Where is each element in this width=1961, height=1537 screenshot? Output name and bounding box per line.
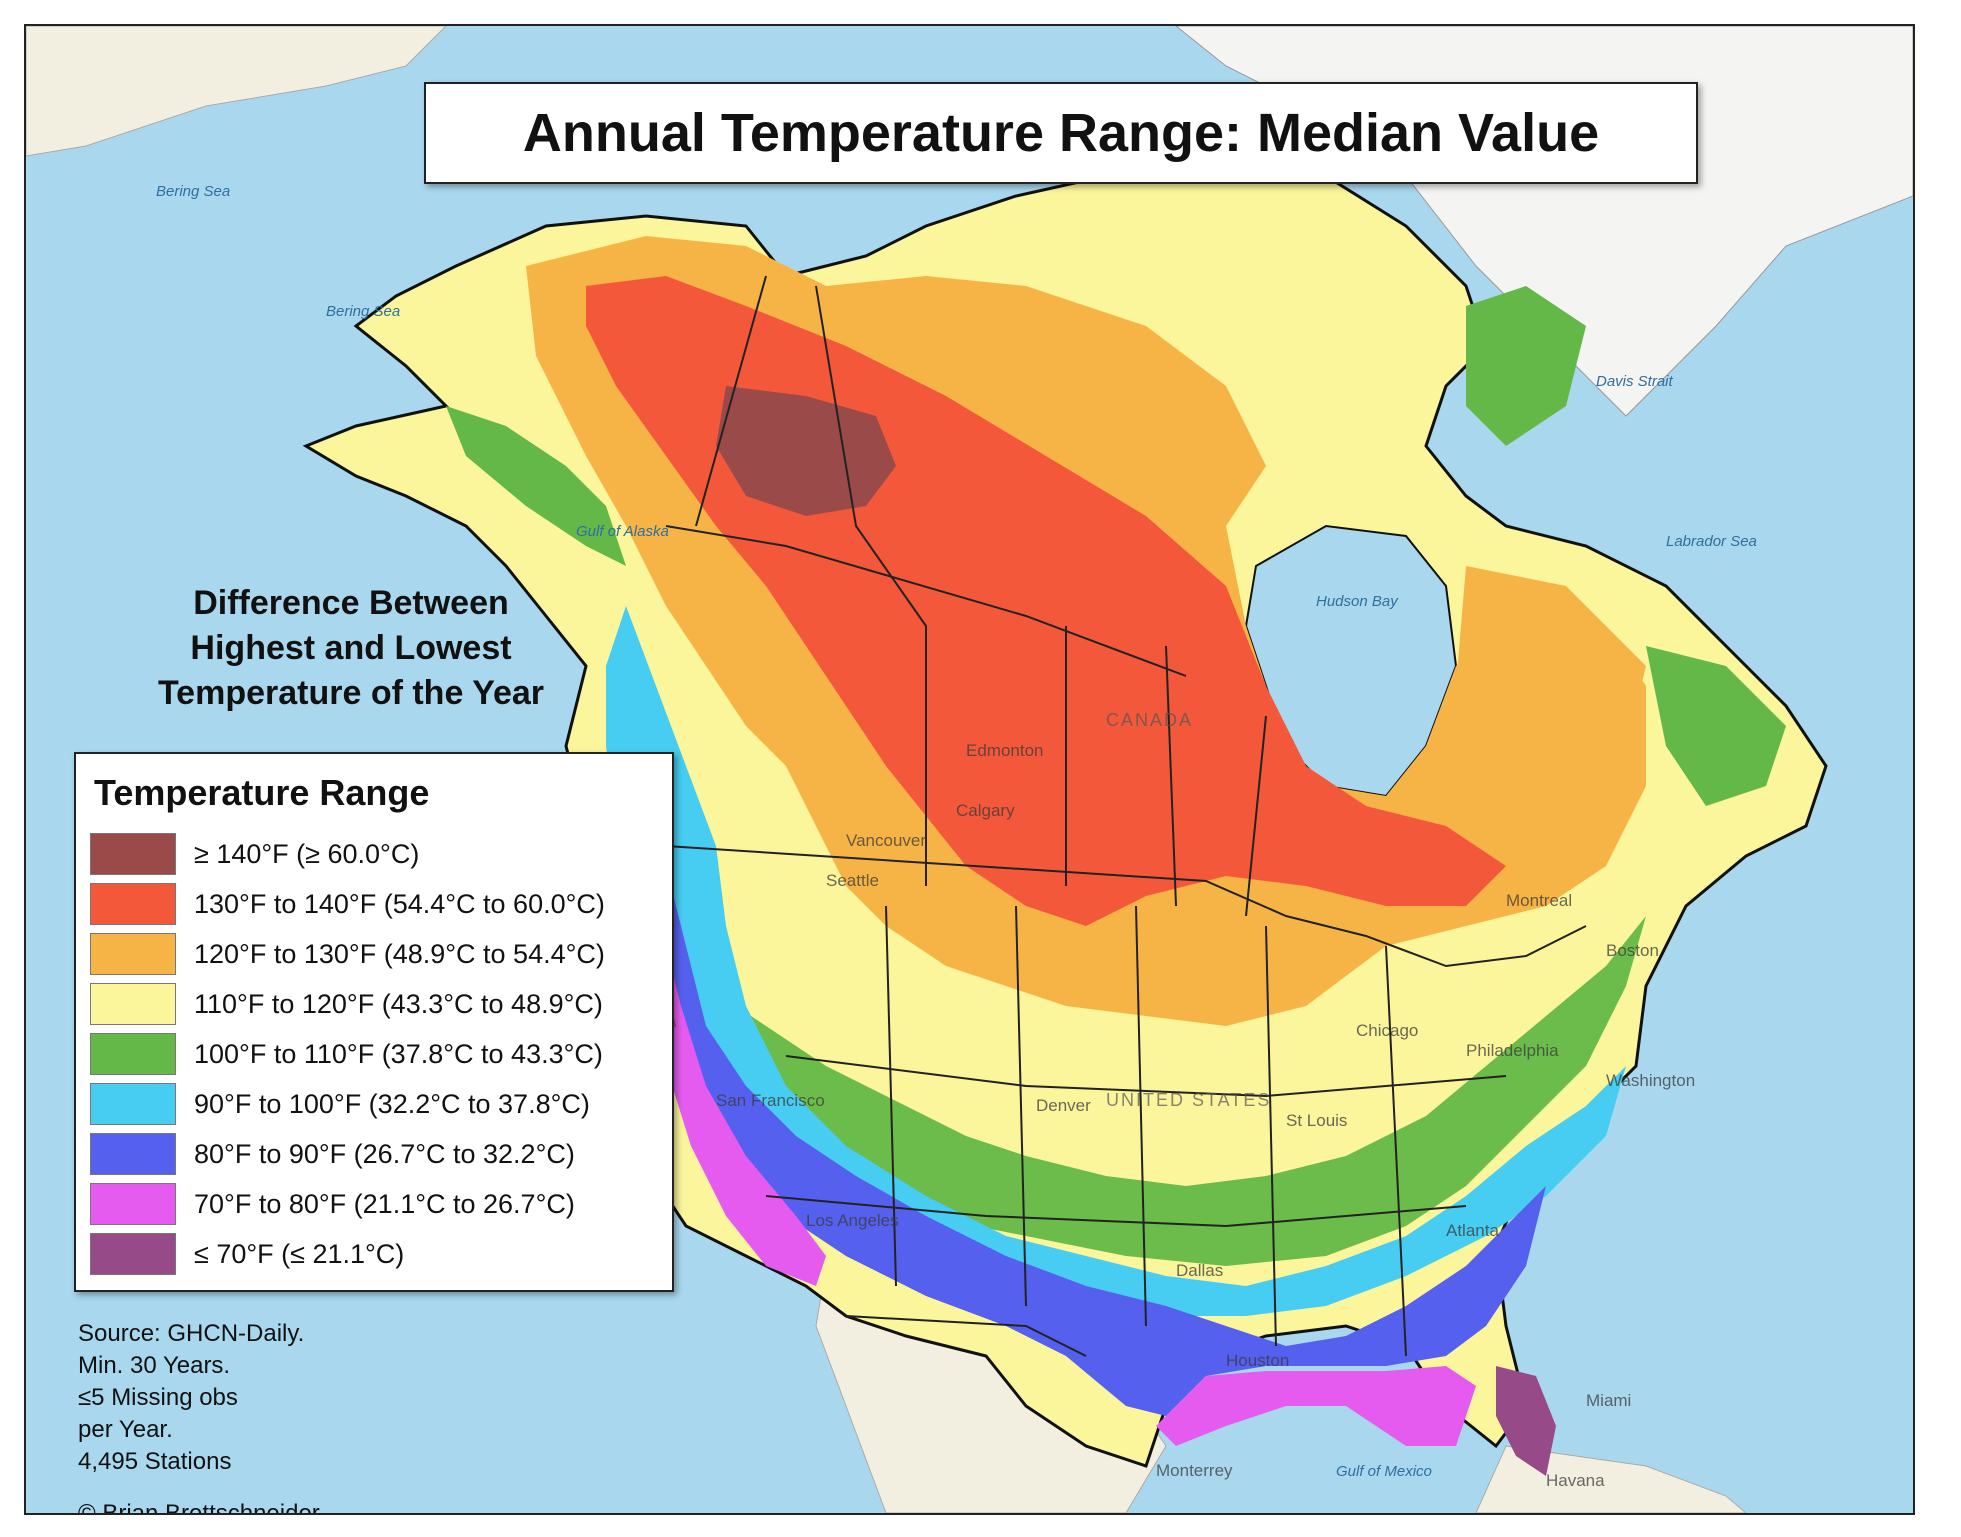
zone-100-110-alaska xyxy=(446,406,626,566)
legend-label: ≤ 70°F (≤ 21.1°C) xyxy=(194,1238,405,1269)
bc-alberta-border xyxy=(815,285,927,886)
us-state-line-4 xyxy=(1015,905,1027,1307)
label-united-states: UNITED STATES xyxy=(1106,1090,1271,1110)
source-line: Min. 30 Years. xyxy=(78,1352,231,1379)
legend-label: 80°F to 90°F (26.7°C to 32.2°C) xyxy=(194,1138,575,1169)
label-hudson-bay: Hudson Bay xyxy=(1316,593,1399,610)
legend-swatch xyxy=(90,983,176,1025)
credit: © Brian Brettschneider xyxy=(78,1500,320,1515)
us-state-line-3 xyxy=(885,905,897,1287)
zone-120-130-quebec xyxy=(1456,566,1646,786)
label-bering-sea-2: Bering Sea xyxy=(326,303,400,320)
city-label: Calgary xyxy=(956,801,1015,820)
city-label: Philadelphia xyxy=(1466,1041,1559,1060)
legend-label: 130°F to 140°F (54.4°C to 60.0°C) xyxy=(194,888,605,919)
subtitle-line: Difference Between xyxy=(193,584,509,622)
legend-swatch xyxy=(90,1183,176,1225)
zone-70-80 xyxy=(638,846,826,1286)
legend-item: 130°F to 140°F (54.4°C to 60.0°C) xyxy=(90,882,605,926)
legend-swatch xyxy=(90,1133,176,1175)
city-label: Miami xyxy=(1586,1391,1631,1410)
us-state-line-6 xyxy=(1265,925,1277,1347)
legend-label: ≥ 140°F (≥ 60.0°C) xyxy=(194,838,420,869)
city-label: San Francisco xyxy=(716,1091,825,1110)
legend-item: 100°F to 110°F (37.8°C to 43.3°C) xyxy=(90,1032,603,1076)
legend-label: 90°F to 100°F (32.2°C to 37.8°C) xyxy=(194,1088,590,1119)
zone-100-110-arctic xyxy=(1466,286,1586,446)
city-label: Vancouver xyxy=(846,831,926,850)
legend-item: 120°F to 130°F (48.9°C to 54.4°C) xyxy=(90,932,605,976)
legend-item: 80°F to 90°F (26.7°C to 32.2°C) xyxy=(90,1132,575,1176)
legend-item: 70°F to 80°F (21.1°C to 26.7°C) xyxy=(90,1182,575,1226)
us-canada-border xyxy=(665,845,1587,968)
label-canada: CANADA xyxy=(1106,710,1193,730)
zone-140-plus xyxy=(716,386,896,516)
legend-item: ≤ 70°F (≤ 21.1°C) xyxy=(90,1232,404,1276)
siberia xyxy=(26,26,447,157)
city-label: Chicago xyxy=(1356,1021,1418,1040)
manitoba-ontario-border xyxy=(1245,715,1267,917)
zone-100-110-labrador xyxy=(1646,646,1786,806)
us-mexico-border xyxy=(845,1315,1087,1357)
label-davis-strait: Davis Strait xyxy=(1596,373,1674,390)
legend-item: 110°F to 120°F (43.3°C to 48.9°C) xyxy=(90,982,603,1026)
legend-swatch xyxy=(90,883,176,925)
map-subtitle: Difference Between Highest and Lowest Te… xyxy=(96,581,606,716)
legend: Temperature Range ≥ 140°F (≥ 60.0°C) 130… xyxy=(74,752,674,1292)
legend-label: 110°F to 120°F (43.3°C to 48.9°C) xyxy=(194,988,603,1019)
city-label: Seattle xyxy=(826,871,879,890)
sask-manitoba-border xyxy=(1165,645,1177,907)
province-line-1 xyxy=(665,525,1187,677)
legend-label: 70°F to 80°F (21.1°C to 26.7°C) xyxy=(194,1188,575,1219)
temperature-range-map: Bering Sea Bering Sea Gulf of Alaska Hud… xyxy=(26,26,1913,1513)
zone-100-110 xyxy=(586,786,1646,1266)
city-label: Houston xyxy=(1226,1351,1289,1370)
city-label: Monterrey xyxy=(1156,1461,1233,1480)
city-label: Havana xyxy=(1546,1471,1605,1490)
source-note: Source: GHCN-Daily. Min. 30 Years. ≤5 Mi… xyxy=(78,1318,304,1478)
city-labels: Edmonton Calgary Vancouver Seattle Chica… xyxy=(716,741,1695,1490)
legend-item: ≥ 140°F (≥ 60.0°C) xyxy=(90,832,419,876)
us-state-line-5 xyxy=(1135,905,1147,1327)
city-label: Los Angeles xyxy=(806,1211,899,1230)
label-labrador-sea: Labrador Sea xyxy=(1666,533,1757,550)
city-label: Washington xyxy=(1606,1071,1695,1090)
title-box: Annual Temperature Range: Median Value xyxy=(424,82,1698,184)
city-label: St Louis xyxy=(1286,1111,1347,1130)
city-label: Atlanta xyxy=(1446,1221,1499,1240)
source-line: ≤5 Missing obs xyxy=(78,1384,238,1411)
zone-70-minus xyxy=(1496,1366,1556,1476)
zone-70-80-gulf xyxy=(1156,1366,1476,1446)
city-label: Boston xyxy=(1606,941,1659,960)
source-line: per Year. xyxy=(78,1416,173,1443)
legend-swatch xyxy=(90,833,176,875)
label-bering-sea-1: Bering Sea xyxy=(156,183,230,200)
subtitle-line: Highest and Lowest xyxy=(190,629,512,667)
label-gulf-of-mexico: Gulf of Mexico xyxy=(1336,1463,1432,1480)
label-gulf-of-alaska: Gulf of Alaska xyxy=(576,523,669,540)
legend-label: 120°F to 130°F (48.9°C to 54.4°C) xyxy=(194,938,605,969)
legend-label: 100°F to 110°F (37.8°C to 43.3°C) xyxy=(194,1038,603,1069)
city-label: Denver xyxy=(1036,1096,1091,1115)
us-state-line-2 xyxy=(765,1195,1467,1228)
legend-swatch xyxy=(90,1083,176,1125)
subtitle-line: Temperature of the Year xyxy=(157,674,545,712)
map-title: Annual Temperature Range: Median Value xyxy=(522,103,1600,163)
boundaries xyxy=(665,275,1587,1357)
us-state-line-1 xyxy=(785,1055,1507,1098)
legend-swatch xyxy=(90,1033,176,1075)
legend-swatch xyxy=(90,933,176,975)
city-label: Montreal xyxy=(1506,891,1572,910)
source-line: 4,495 Stations xyxy=(78,1448,232,1475)
legend-title: Temperature Range xyxy=(94,772,430,813)
city-label: Dallas xyxy=(1176,1261,1223,1280)
source-line: Source: GHCN-Daily. xyxy=(78,1320,305,1347)
legend-swatch xyxy=(90,1233,176,1275)
us-state-line-7 xyxy=(1385,945,1407,1357)
city-label: Edmonton xyxy=(966,741,1044,760)
yukon-border xyxy=(695,275,767,527)
legend-item: 90°F to 100°F (32.2°C to 37.8°C) xyxy=(90,1082,590,1126)
zone-80-90 xyxy=(626,786,1546,1416)
map-frame: Bering Sea Bering Sea Gulf of Alaska Hud… xyxy=(24,24,1915,1515)
